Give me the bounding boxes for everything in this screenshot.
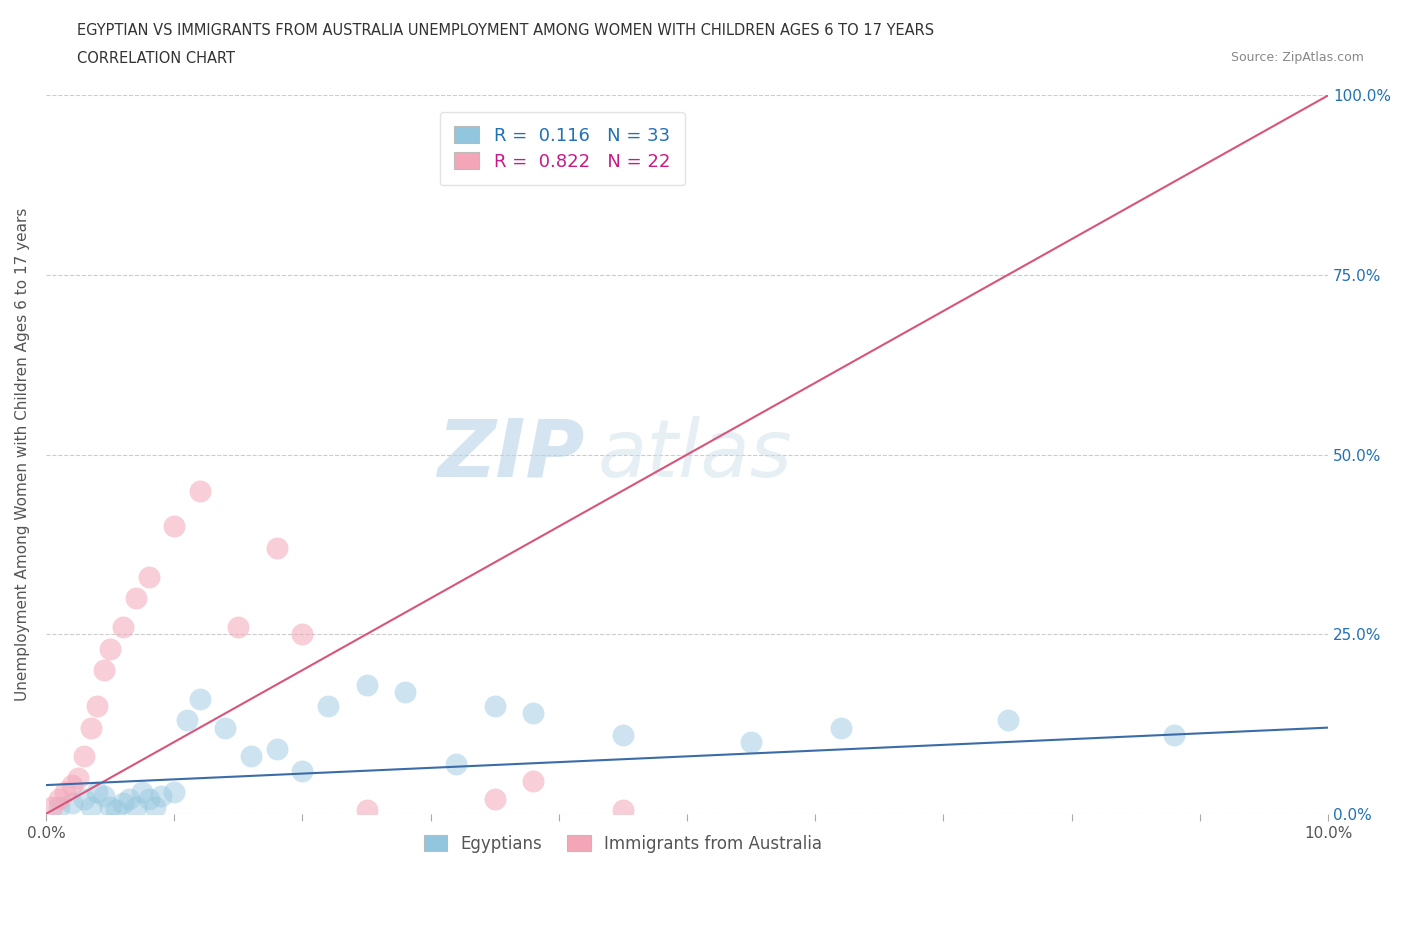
Point — [240, 749, 263, 764]
Point — [60, 777, 83, 792]
Point — [98, 641, 121, 656]
Point — [740, 735, 762, 750]
Point — [73, 749, 96, 764]
Point — [111, 795, 134, 810]
Point — [522, 706, 544, 721]
Point — [997, 713, 1019, 728]
Point — [105, 803, 128, 817]
Point — [86, 785, 108, 800]
Point — [125, 799, 148, 814]
Point — [150, 789, 173, 804]
Point — [53, 785, 76, 800]
Point — [66, 770, 89, 785]
Point — [163, 785, 186, 800]
Point — [188, 483, 211, 498]
Text: atlas: atlas — [598, 416, 792, 494]
Point — [138, 569, 160, 584]
Y-axis label: Unemployment Among Women with Children Ages 6 to 17 years: Unemployment Among Women with Children A… — [15, 208, 30, 701]
Point — [48, 792, 70, 807]
Point — [125, 591, 148, 605]
Point — [316, 698, 339, 713]
Legend: Egyptians, Immigrants from Australia: Egyptians, Immigrants from Australia — [418, 828, 828, 859]
Point — [266, 742, 288, 757]
Point — [484, 792, 506, 807]
Point — [80, 720, 103, 735]
Point — [138, 792, 160, 807]
Text: ZIP: ZIP — [437, 416, 585, 494]
Point — [226, 619, 249, 634]
Point — [446, 756, 468, 771]
Point — [60, 795, 83, 810]
Point — [1163, 727, 1185, 742]
Point — [131, 785, 153, 800]
Point — [291, 764, 314, 778]
Text: EGYPTIAN VS IMMIGRANTS FROM AUSTRALIA UNEMPLOYMENT AMONG WOMEN WITH CHILDREN AGE: EGYPTIAN VS IMMIGRANTS FROM AUSTRALIA UN… — [77, 23, 935, 38]
Text: Source: ZipAtlas.com: Source: ZipAtlas.com — [1230, 51, 1364, 64]
Point — [48, 799, 70, 814]
Point — [163, 519, 186, 534]
Point — [73, 792, 96, 807]
Point — [356, 677, 378, 692]
Point — [612, 727, 634, 742]
Point — [80, 799, 103, 814]
Point — [612, 803, 634, 817]
Point — [394, 684, 416, 699]
Point — [484, 698, 506, 713]
Point — [143, 799, 166, 814]
Point — [93, 663, 115, 678]
Text: CORRELATION CHART: CORRELATION CHART — [77, 51, 235, 66]
Point — [356, 803, 378, 817]
Point — [93, 789, 115, 804]
Point — [98, 799, 121, 814]
Point — [266, 540, 288, 555]
Point — [86, 698, 108, 713]
Point — [522, 774, 544, 789]
Point — [830, 720, 852, 735]
Point — [118, 792, 141, 807]
Point — [214, 720, 236, 735]
Point — [41, 799, 63, 814]
Point — [291, 627, 314, 642]
Point — [188, 691, 211, 706]
Point — [176, 713, 198, 728]
Point — [111, 619, 134, 634]
